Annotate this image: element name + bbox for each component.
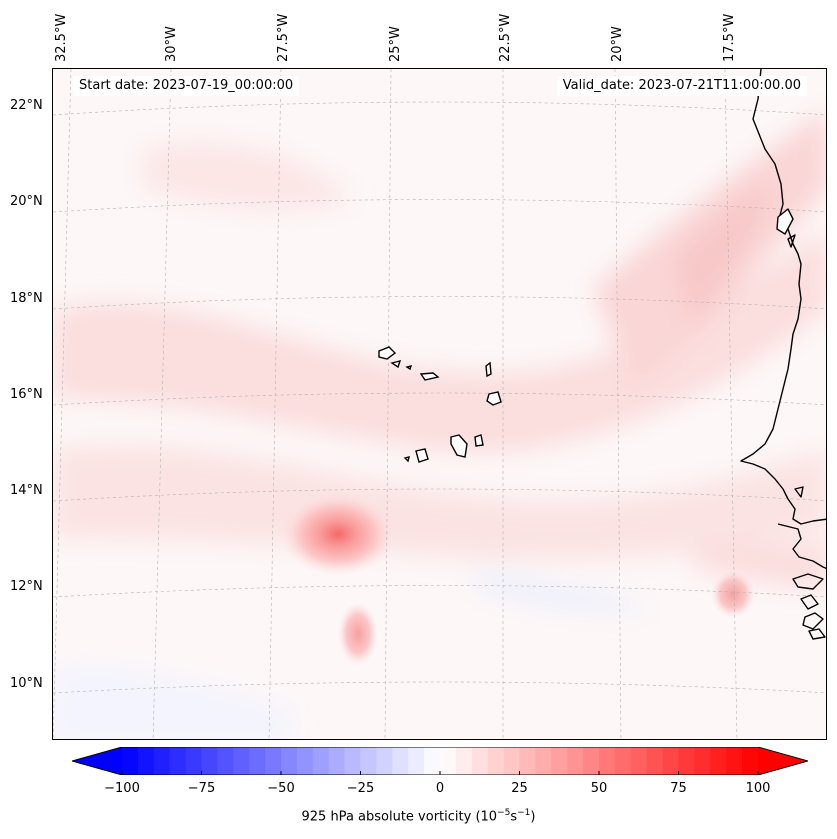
colorbar-tick-label: 0 — [435, 781, 445, 796]
lat-label-10n: 10°N — [10, 676, 43, 691]
colorbar — [72, 747, 808, 775]
colorbar-segment — [153, 747, 171, 775]
colorbar-segment — [455, 747, 473, 775]
colorbar-segment — [662, 747, 679, 775]
colorbar-tick-label: −100 — [104, 781, 140, 796]
colorbar-tick-label: −75 — [187, 781, 216, 796]
lat-label-12n: 12°N — [10, 579, 43, 594]
colorbar-label: 925 hPa absolute vorticity (10−5s−1) — [301, 808, 536, 825]
colorbar-segment — [599, 747, 616, 775]
colorbar-segment — [360, 747, 377, 775]
coastline — [740, 69, 826, 640]
colorbar-segment — [249, 747, 266, 775]
colorbar-segment — [694, 747, 711, 775]
colorbar-segment — [503, 747, 520, 775]
colorbar-segments — [72, 747, 808, 775]
colorbar-segment — [742, 747, 759, 775]
colorbar-segment — [233, 747, 250, 775]
colorbar-segment — [122, 747, 139, 775]
colorbar-segment — [169, 747, 187, 775]
colorbar-segment — [551, 747, 568, 775]
colorbar-segment — [424, 747, 441, 775]
colorbar-segment — [535, 747, 552, 775]
lon-label-27.5w: 27.5°W — [276, 13, 291, 62]
colorbar-tick-label: 75 — [670, 781, 687, 796]
lon-label-20w: 20°W — [610, 26, 625, 62]
lon-label-22.5w: 22.5°W — [498, 13, 513, 62]
lon-label-17.5w: 17.5°W — [722, 13, 737, 62]
colorbar-segment — [614, 747, 632, 775]
colorbar-segment — [471, 747, 489, 775]
colorbar-segment — [376, 747, 393, 775]
colorbar-segment — [137, 747, 155, 775]
colorbar-segment — [710, 747, 727, 775]
colorbar-segment — [630, 747, 648, 775]
colorbar-segment — [487, 747, 505, 775]
colorbar-segment — [392, 747, 409, 775]
colorbar-segment — [344, 747, 361, 775]
colorbar-segment — [678, 747, 695, 775]
colorbar-segment — [646, 747, 664, 775]
lon-label-25w: 25°W — [388, 26, 403, 62]
colorbar-segment — [567, 747, 584, 775]
colorbar-extend-min — [72, 747, 122, 775]
colorbar-segment — [726, 747, 743, 775]
colorbar-tick-marks — [121, 771, 759, 775]
lat-label-14n: 14°N — [10, 483, 43, 498]
colorbar-segment — [185, 747, 202, 775]
vortex-center-east — [711, 570, 755, 618]
lon-label-30w: 30°W — [164, 26, 179, 62]
lat-label-22n: 22°N — [10, 98, 43, 113]
colorbar-segment — [281, 747, 298, 775]
colorbar-segment — [312, 747, 330, 775]
colorbar-segment — [519, 747, 536, 775]
colorbar-segment — [440, 747, 457, 775]
colorbar-tick-label: −25 — [346, 781, 375, 796]
vorticity-map — [53, 69, 826, 739]
colorbar-tick-label: −50 — [267, 781, 295, 796]
lat-label-18n: 18°N — [10, 291, 43, 306]
islands — [378, 346, 502, 463]
colorbar-segment — [217, 747, 234, 775]
start-date-label: Start date: 2023-07-19_00:00:00 — [73, 76, 300, 96]
vortex-center-main — [280, 492, 396, 576]
colorbar-segment — [583, 747, 600, 775]
map-panel[interactable] — [52, 68, 827, 740]
vortex-center-south — [338, 602, 378, 666]
colorbar-tick-label: 25 — [511, 781, 528, 796]
colorbar-segment — [296, 747, 314, 775]
colorbar-segment — [408, 747, 425, 775]
colorbar-segment — [328, 747, 346, 775]
colorbar-segment — [201, 747, 218, 775]
graticule — [53, 69, 826, 739]
lat-label-20n: 20°N — [10, 194, 43, 209]
colorbar-tick-label: 100 — [745, 781, 771, 796]
lon-label-32.5w: 32.5°W — [54, 13, 69, 62]
lat-label-16n: 16°N — [10, 387, 43, 402]
colorbar-segment — [265, 747, 282, 775]
colorbar-extend-max — [758, 747, 808, 775]
colorbar-tick-label: 50 — [590, 781, 608, 796]
positive-vorticity-areas — [53, 110, 826, 739]
valid-date-label: Valid_date: 2023-07-21T11:00:00.00 — [556, 76, 807, 96]
